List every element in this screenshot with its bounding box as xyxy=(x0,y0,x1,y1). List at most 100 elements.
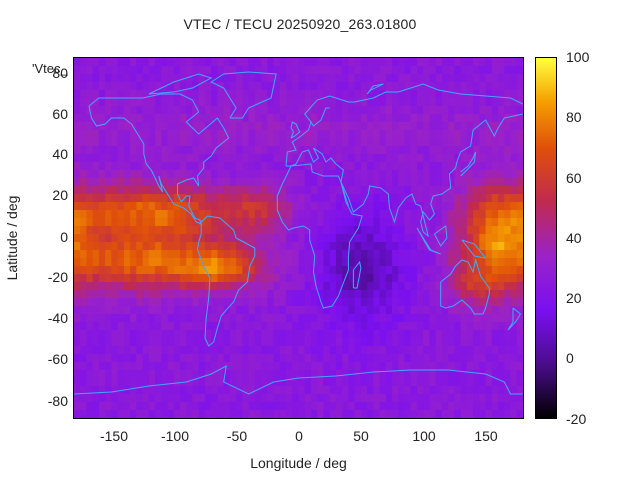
heatmap-cell xyxy=(74,306,81,315)
heatmap-cell xyxy=(298,306,306,315)
heatmap-cell xyxy=(367,282,374,291)
heatmap-cell xyxy=(167,170,175,179)
heatmap-cell xyxy=(236,250,243,259)
heatmap-cell xyxy=(466,306,474,315)
heatmap-cell xyxy=(498,106,505,115)
heatmap-cell xyxy=(267,186,275,195)
heatmap-cell xyxy=(148,330,156,339)
heatmap-cell xyxy=(223,314,231,323)
heatmap-cell xyxy=(148,394,156,403)
heatmap-cell xyxy=(136,226,144,235)
heatmap-cell xyxy=(286,194,293,203)
heatmap-cell xyxy=(479,346,487,355)
heatmap-cell xyxy=(292,322,300,331)
heatmap-cell xyxy=(142,258,150,267)
heatmap-cell xyxy=(317,338,325,347)
heatmap-cell xyxy=(410,234,418,243)
heatmap-cell xyxy=(80,194,88,203)
heatmap-cell xyxy=(136,370,144,379)
heatmap-cell xyxy=(310,130,318,139)
heatmap-cell xyxy=(392,266,399,275)
heatmap-cell xyxy=(74,226,81,235)
heatmap-cell xyxy=(217,322,225,331)
heatmap-cell xyxy=(86,370,94,379)
heatmap-cell xyxy=(479,218,487,227)
heatmap-cell xyxy=(217,370,225,379)
heatmap-cell xyxy=(273,82,281,91)
heatmap-cell xyxy=(348,242,356,251)
heatmap-cell xyxy=(273,298,281,307)
heatmap-cell xyxy=(180,282,187,291)
heatmap-cell xyxy=(398,354,406,363)
heatmap-cell xyxy=(317,138,325,147)
heatmap-cell xyxy=(136,250,144,259)
heatmap-cell xyxy=(429,234,437,243)
heatmap-cell xyxy=(516,330,523,339)
heatmap-cell xyxy=(379,178,387,187)
heatmap-cell xyxy=(242,154,250,163)
colorbar-tick-label: -20 xyxy=(566,411,587,427)
heatmap-cell xyxy=(510,386,518,395)
heatmap-cell xyxy=(423,194,431,203)
heatmap-cell xyxy=(404,146,412,155)
heatmap-cell xyxy=(504,282,512,291)
heatmap-cell xyxy=(398,194,406,203)
heatmap-cell xyxy=(192,306,200,315)
heatmap-cell xyxy=(111,346,119,355)
heatmap-cell xyxy=(423,290,431,299)
heatmap-cell xyxy=(404,346,412,355)
heatmap-cell xyxy=(80,178,88,187)
heatmap-cell xyxy=(317,370,325,379)
heatmap-cell xyxy=(130,338,137,347)
heatmap-cell xyxy=(267,370,275,379)
heatmap-cell xyxy=(498,306,505,315)
heatmap-cell xyxy=(441,146,449,155)
heatmap-cell xyxy=(254,202,262,211)
heatmap-cell xyxy=(335,194,343,203)
heatmap-cell xyxy=(392,210,399,219)
heatmap-cell xyxy=(80,266,88,275)
heatmap-cell xyxy=(167,386,175,395)
heatmap-cell xyxy=(398,330,406,339)
heatmap-cell xyxy=(385,186,393,195)
heatmap-cell xyxy=(130,250,137,259)
heatmap-cell xyxy=(367,106,374,115)
heatmap-cell xyxy=(292,170,300,179)
heatmap-cell xyxy=(248,130,256,139)
heatmap-cell xyxy=(92,66,100,75)
heatmap-cell xyxy=(310,234,318,243)
heatmap-cell xyxy=(392,122,399,131)
heatmap-cell xyxy=(242,330,250,339)
heatmap-cell xyxy=(298,402,306,411)
heatmap-cell xyxy=(429,82,437,91)
heatmap-cell xyxy=(80,130,88,139)
heatmap-cell xyxy=(248,82,256,91)
heatmap-cell xyxy=(148,98,156,107)
heatmap-cell xyxy=(379,122,387,131)
heatmap-cell xyxy=(416,370,424,379)
heatmap-cell xyxy=(117,210,125,219)
heatmap-cell xyxy=(441,170,449,179)
heatmap-cell xyxy=(379,322,387,331)
heatmap-cell xyxy=(98,314,106,323)
heatmap-cell xyxy=(292,298,300,307)
heatmap-cell xyxy=(198,290,206,299)
heatmap-cell xyxy=(105,178,113,187)
heatmap-cell xyxy=(504,306,512,315)
heatmap-cell xyxy=(342,346,349,355)
heatmap-cell xyxy=(329,402,337,411)
heatmap-cell xyxy=(323,402,331,411)
heatmap-cell xyxy=(236,346,243,355)
heatmap-cell xyxy=(180,258,187,267)
heatmap-cell xyxy=(516,210,523,219)
heatmap-cell xyxy=(367,66,374,75)
heatmap-cell xyxy=(485,258,493,267)
heatmap-cell xyxy=(329,250,337,259)
heatmap-cell xyxy=(354,282,362,291)
heatmap-cell xyxy=(105,362,113,371)
heatmap-cell xyxy=(392,370,399,379)
heatmap-cell xyxy=(441,386,449,395)
heatmap-cell xyxy=(516,122,523,131)
heatmap-cell xyxy=(466,66,474,75)
heatmap-cell xyxy=(204,290,212,299)
